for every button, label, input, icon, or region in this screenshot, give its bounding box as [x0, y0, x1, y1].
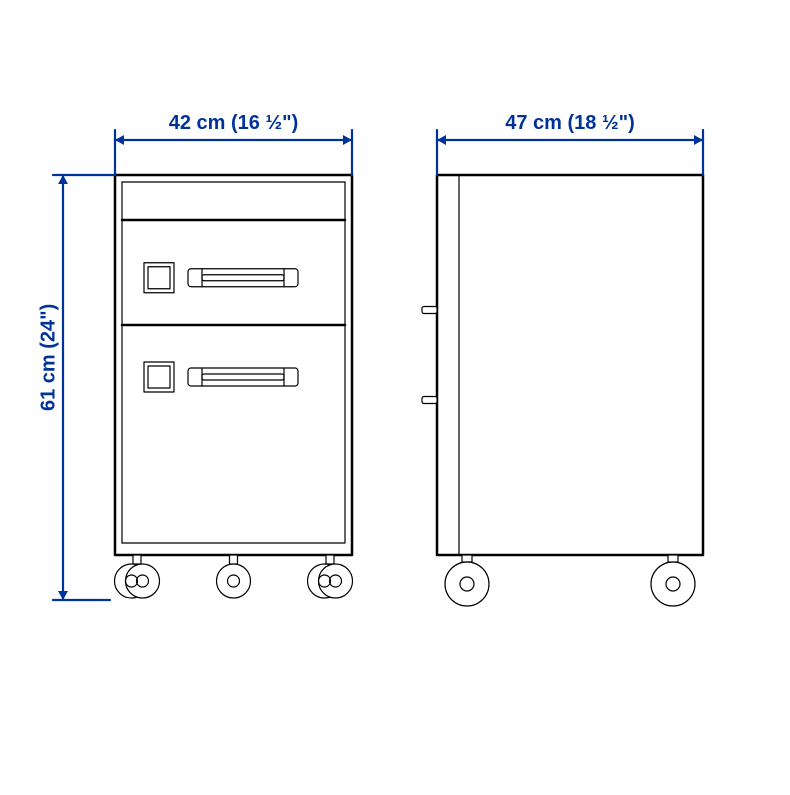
diagram-stage: 42 cm (16 ½") 47 cm (18 ½") 61 cm (24")	[0, 0, 790, 790]
dimension-drawing-svg	[0, 0, 790, 790]
width-dimension-label: 42 cm (16 ½")	[169, 112, 299, 135]
depth-dimension-label: 47 cm (18 ½")	[505, 112, 635, 135]
height-dimension-label: 61 cm (24")	[38, 303, 61, 410]
